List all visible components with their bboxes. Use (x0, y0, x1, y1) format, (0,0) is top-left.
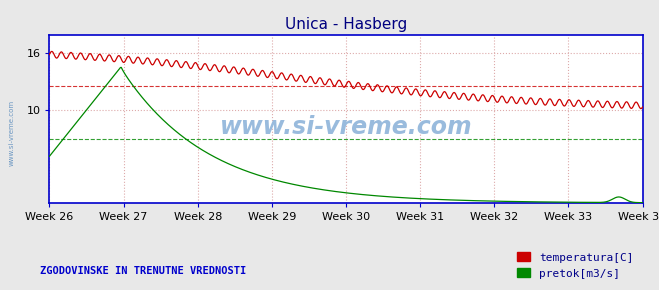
Title: Unica - Hasberg: Unica - Hasberg (285, 17, 407, 32)
Text: ZGODOVINSKE IN TRENUTNE VREDNOSTI: ZGODOVINSKE IN TRENUTNE VREDNOSTI (40, 266, 246, 276)
Text: www.si-vreme.com: www.si-vreme.com (219, 115, 473, 139)
Legend: temperatura[C], pretok[m3/s]: temperatura[C], pretok[m3/s] (517, 252, 634, 279)
Text: www.si-vreme.com: www.si-vreme.com (9, 100, 14, 166)
